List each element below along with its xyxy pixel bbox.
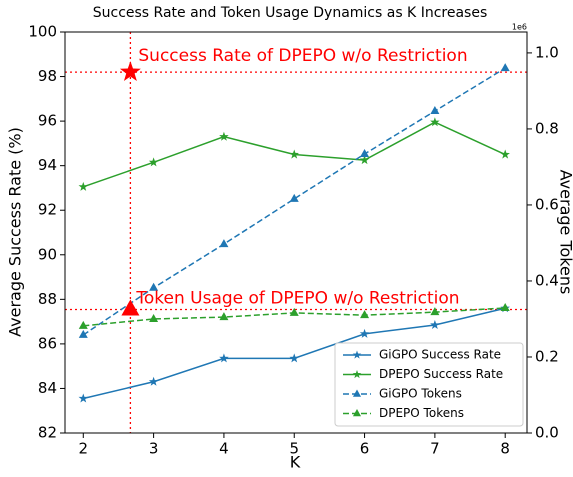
x-tick-label: 7: [430, 440, 440, 458]
y2-scale-label: 1e6: [512, 23, 527, 32]
annotation: Success Rate of DPEPO w/o Restriction: [138, 46, 467, 66]
x-tick-label: 4: [219, 440, 229, 458]
annotation: Token Usage of DPEPO w/o Restriction: [135, 288, 459, 308]
point: [289, 353, 299, 362]
y2-tick-label: 0.4: [535, 271, 559, 289]
point: [219, 353, 229, 362]
y2-tick-label: 0.0: [535, 424, 559, 442]
y-tick-label: 98: [38, 67, 57, 85]
x-tick-label: 2: [79, 440, 89, 458]
point: [430, 117, 440, 126]
point: [360, 310, 369, 318]
y2-tick-label: 0.2: [535, 347, 559, 365]
legend-label: DPEPO Tokens: [379, 406, 464, 420]
y2-tick-label: 0.6: [535, 195, 559, 213]
point: [360, 149, 369, 157]
point: [290, 194, 299, 202]
legend-label: GiGPO Tokens: [379, 387, 462, 401]
point: [149, 157, 159, 166]
y-tick-label: 86: [38, 334, 57, 352]
point: [79, 393, 89, 402]
y-axis-label: Average Success Rate (%): [6, 127, 25, 337]
legend: GiGPO Success Rate DPEPO Success Rate GiGP…: [335, 343, 523, 426]
point: [79, 182, 89, 191]
legend-label: GiGPO Success Rate: [379, 348, 501, 362]
y-tick-label: 100: [28, 23, 57, 41]
point: [430, 320, 440, 329]
point: [500, 150, 510, 159]
y-tick-label: 90: [38, 245, 57, 263]
y-tick-label: 82: [38, 424, 57, 442]
x-tick-label: 6: [360, 440, 370, 458]
point: [360, 329, 370, 338]
y2-tick-label: 1.0: [535, 43, 559, 61]
y-tick-label: 92: [38, 201, 57, 219]
point: [219, 132, 229, 141]
chart-title: Success Rate and Token Usage Dynamics as…: [93, 5, 487, 21]
y2-tick-label: 0.8: [535, 119, 559, 137]
y-tick-label: 96: [38, 112, 57, 130]
point: [79, 330, 88, 338]
y-tick-label: 94: [38, 156, 57, 174]
y-tick-label: 88: [38, 290, 57, 308]
point: [430, 106, 439, 114]
y2-axis-label: Average Tokens: [557, 170, 573, 295]
point: [219, 312, 228, 320]
x-tick-label: 5: [289, 440, 299, 458]
x-tick-label: 8: [500, 440, 510, 458]
point: [149, 377, 159, 386]
point: [219, 239, 228, 247]
point: [289, 150, 299, 159]
y-tick-label: 84: [38, 379, 57, 397]
x-tick-label: 3: [149, 440, 159, 458]
legend-label: DPEPO Success Rate: [379, 367, 503, 381]
point: [149, 314, 158, 322]
point: [501, 63, 510, 71]
